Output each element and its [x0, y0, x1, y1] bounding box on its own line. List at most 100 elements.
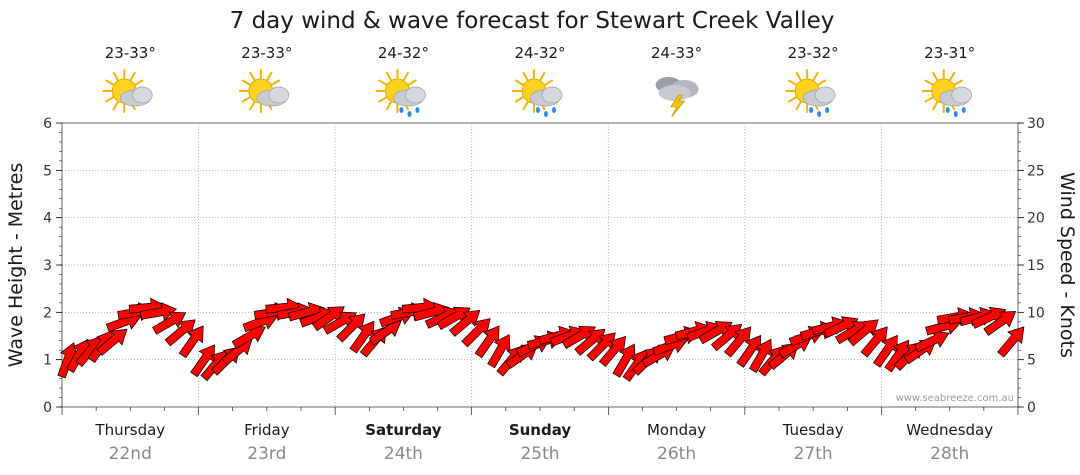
sun-ray [266, 71, 273, 81]
left-axis-label: Wave Height - Metres [5, 163, 27, 367]
sun-ray [241, 79, 251, 86]
sun-ray [812, 71, 819, 81]
cloud-shape [131, 86, 153, 104]
sun-ray [271, 79, 281, 86]
rain-drop [809, 107, 814, 113]
rain-drop [945, 107, 950, 113]
right-axis-ticks: 0 5 10 15 20 25 30 [1018, 116, 1045, 416]
cloud-shape [814, 86, 836, 104]
rain-drop [399, 107, 404, 113]
rain-drop [407, 111, 412, 117]
left-tick-label-2: 2 [43, 305, 52, 321]
cloud-shape [405, 86, 426, 104]
sun-ray [949, 71, 956, 81]
sun-ray [112, 101, 119, 111]
sun-ray [407, 79, 417, 86]
cloud-shape [951, 86, 973, 104]
weather-row: 23-33° 23-33° 24-32° 24-32° 24-33° 23-32° 23-3… [102, 44, 975, 118]
right-tick-label-0: 0 [1027, 400, 1036, 416]
day-date-label: 22nd [109, 444, 152, 464]
sun-ray [514, 79, 524, 86]
day-labels: Thursday 22nd Friday 23rd Saturday 24th Sunday… [94, 421, 993, 464]
day-date-label: 24th [384, 444, 423, 464]
cloud-shape [658, 85, 691, 101]
sun-cloud-rain-icon [375, 69, 426, 117]
rain-drop [544, 111, 548, 117]
left-tick-label-3: 3 [43, 258, 52, 274]
sun-cloud-icon [238, 69, 290, 113]
sun-ray [241, 96, 251, 103]
day-date-label: 27th [794, 444, 833, 464]
wind-arrows [57, 297, 1025, 382]
sun-ray [924, 79, 934, 86]
temperature-label: 23-33° [105, 44, 156, 62]
sun-cloud-icon [102, 69, 153, 113]
temperature-label: 24-32° [514, 44, 565, 62]
day-date-label: 23rd [247, 444, 286, 464]
day-separators [61, 123, 1019, 415]
sun-ray [953, 79, 963, 86]
day-name-label: Saturday [365, 421, 442, 439]
sun-ray [112, 71, 119, 81]
day-name-label: Monday [647, 421, 706, 439]
left-tick-label-1: 1 [43, 353, 52, 369]
rain-drop [415, 107, 420, 113]
sun-ray [932, 71, 939, 81]
wind-arrow [983, 311, 1017, 336]
rain-drop [961, 107, 966, 113]
sun-cloud-rain-icon [785, 69, 836, 117]
sun-ray [522, 71, 529, 81]
wind-arrow [164, 319, 196, 347]
day-name-label: Friday [244, 421, 290, 439]
wind-arrow [96, 328, 128, 356]
temperature-label: 23-33° [241, 44, 292, 62]
temperature-label: 23-31° [924, 44, 975, 62]
rain-drop [953, 111, 958, 117]
sun-ray [795, 101, 802, 111]
sun-cloud-rain-icon [921, 69, 973, 117]
day-name-label: Thursday [94, 421, 165, 439]
watermark: www.seabreeze.com.au [896, 393, 1014, 404]
lightning-bolt [670, 94, 686, 118]
rain-drop [552, 107, 556, 113]
sun-ray [129, 71, 136, 81]
left-tick-label-6: 6 [43, 116, 52, 132]
right-axis-label: Wind Speed - Knots [1056, 172, 1078, 358]
sun-ray [787, 79, 797, 86]
sun-cloud-rain-icon [512, 69, 563, 117]
sun-ray [134, 79, 144, 86]
sun-ray [795, 71, 802, 81]
sun-ray [817, 79, 827, 86]
sun-ray [105, 96, 115, 103]
sun-ray [787, 96, 797, 103]
cloud-shape [268, 86, 290, 104]
rain-drop [825, 107, 830, 113]
temperature-label: 24-32° [378, 44, 429, 62]
right-tick-label-5: 5 [1027, 353, 1036, 369]
day-name-label: Wednesday [906, 421, 993, 439]
rain-drop [536, 107, 540, 113]
day-name-label: Tuesday [782, 421, 844, 439]
wind-arrow [139, 302, 178, 322]
left-tick-label-0: 0 [43, 400, 52, 416]
sun-ray [522, 101, 529, 111]
sun-ray [249, 71, 256, 81]
sun-ray [539, 71, 546, 81]
sun-ray [924, 96, 934, 103]
day-date-label: 25th [520, 444, 559, 464]
sun-ray [105, 79, 115, 86]
temperature-label: 23-32° [788, 44, 839, 62]
wind-arrow [152, 311, 187, 335]
day-date-label: 28th [930, 444, 969, 464]
right-tick-label-30: 30 [1027, 116, 1045, 132]
right-tick-label-15: 15 [1027, 258, 1045, 274]
rain-drop [817, 111, 822, 117]
left-tick-label-4: 4 [43, 211, 52, 227]
cloud-shape [541, 86, 563, 104]
left-tick-label-5: 5 [43, 163, 52, 179]
wind-arrow [178, 325, 204, 359]
day-date-label: 26th [657, 444, 696, 464]
left-axis-ticks: 0 1 2 3 4 5 6 [43, 116, 62, 416]
temperature-label: 24-33° [651, 44, 702, 62]
